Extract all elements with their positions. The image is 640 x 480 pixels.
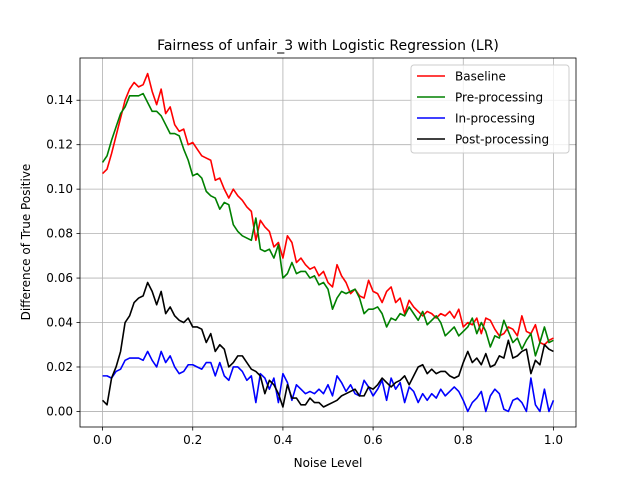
legend: Baseline Pre-processing In-processing Post-… (410, 64, 570, 154)
y-tick-label: 0.06 (46, 271, 73, 285)
legend-label: In-processing (455, 112, 535, 126)
legend-label: Post-processing (455, 133, 549, 147)
x-tick-label: 0.4 (273, 433, 292, 447)
legend-label: Pre-processing (455, 91, 543, 105)
x-tick-label: 1.0 (544, 433, 563, 447)
series-layer (101, 72, 555, 413)
x-tick-label: 0.0 (93, 433, 112, 447)
y-tick-label: 0.04 (46, 316, 73, 330)
grid-layer (80, 58, 576, 427)
series-line-baseline (101, 72, 554, 346)
x-tick-label: 0.6 (364, 433, 383, 447)
legend-label: Baseline (455, 70, 506, 84)
x-tick-label: 0.8 (454, 433, 473, 447)
y-tick-label: 0.12 (46, 138, 73, 152)
series-line-in-processing (102, 350, 555, 413)
y-tick-label: 0.08 (46, 227, 73, 241)
y-tick-label: 0.00 (46, 404, 73, 418)
tick-layer: 0.0 0.2 0.4 0.6 0.8 1.0 0.00 0.02 0.04 0.06 0.08 0.… (46, 93, 563, 447)
y-axis-label: Difference of True Positive (19, 164, 33, 321)
y-tick-label: 0.10 (46, 182, 73, 196)
series-line-post-processing (101, 281, 554, 408)
chart-title: Fairness of unfair_3 with Logistic Regre… (157, 38, 499, 54)
x-tick-label: 0.2 (183, 433, 202, 447)
legend-box (410, 64, 570, 154)
y-tick-label: 0.02 (46, 360, 73, 374)
x-axis-label: Noise Level (294, 456, 363, 470)
series-line-pre-processing (101, 92, 554, 357)
plot-frame (79, 57, 577, 428)
y-tick-label: 0.14 (46, 93, 73, 107)
